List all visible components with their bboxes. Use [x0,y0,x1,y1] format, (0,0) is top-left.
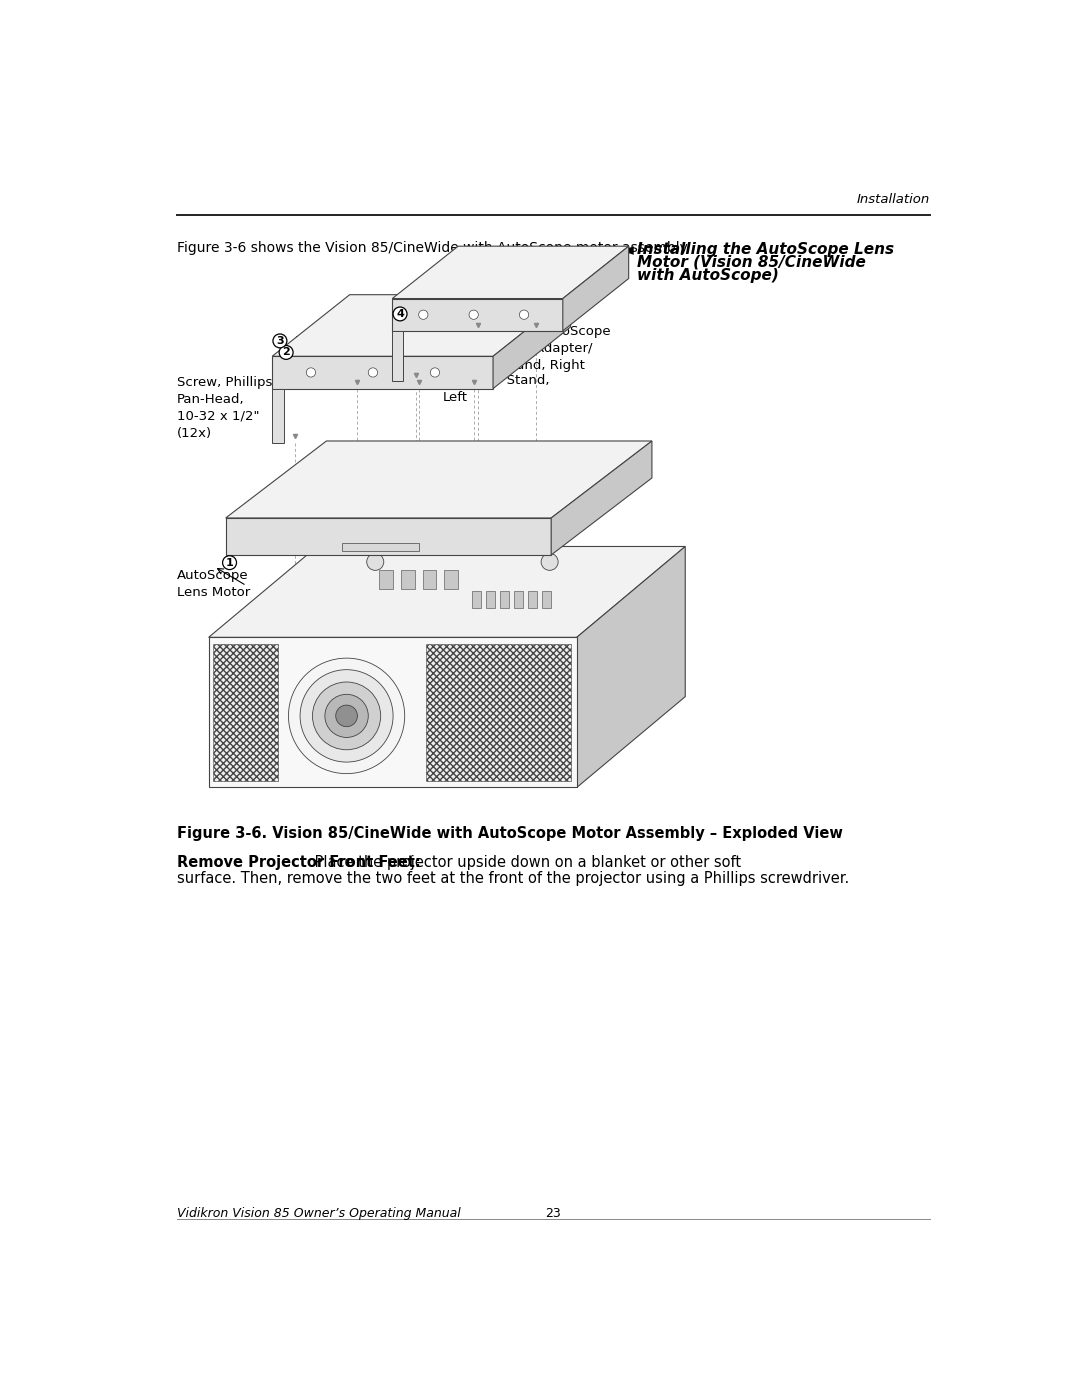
Polygon shape [551,441,652,555]
Circle shape [273,334,287,348]
Circle shape [368,367,378,377]
Text: with AutoScope): with AutoScope) [637,268,779,282]
Polygon shape [272,356,494,388]
Polygon shape [226,518,551,555]
Text: 2: 2 [282,348,291,358]
Circle shape [325,694,368,738]
Text: Installation: Installation [856,193,930,207]
Polygon shape [542,591,551,608]
Polygon shape [272,295,570,356]
Text: surface. Then, remove the two feet at the front of the projector using a Phillip: surface. Then, remove the two feet at th… [177,870,849,886]
Circle shape [430,367,440,377]
Circle shape [222,556,237,570]
Text: Remove Projector Front Feet:: Remove Projector Front Feet: [177,855,420,870]
Circle shape [279,345,293,359]
Circle shape [288,658,405,774]
Text: CineWide with AutoScope
Ceiling Mount Adapter/
Projector Stand, Right: CineWide with AutoScope Ceiling Mount Ad… [438,326,610,373]
Polygon shape [444,570,458,588]
Polygon shape [500,591,510,608]
Text: Installing the AutoScope Lens: Installing the AutoScope Lens [637,242,894,257]
Polygon shape [528,591,537,608]
Text: Figure 3-6 shows the Vision 85/CineWide with AutoScope motor assembly.: Figure 3-6 shows the Vision 85/CineWide … [177,240,690,254]
Text: 3: 3 [276,335,284,346]
Circle shape [336,705,357,726]
Polygon shape [392,331,403,381]
Circle shape [393,307,407,321]
Polygon shape [392,246,629,299]
Polygon shape [226,441,652,518]
Polygon shape [494,295,570,388]
Polygon shape [514,591,524,608]
Text: Figure 3-6. Vision 85/CineWide with AutoScope Motor Assembly – Exploded View: Figure 3-6. Vision 85/CineWide with Auto… [177,826,842,841]
Circle shape [541,553,558,570]
Polygon shape [392,299,563,331]
Polygon shape [472,591,482,608]
Text: AutoScope
Lens Motor: AutoScope Lens Motor [177,569,251,599]
Circle shape [469,310,478,320]
Text: CineWide with
AutoScope
Ceiling Mount
Adapter/
Projector Stand,
Left: CineWide with AutoScope Ceiling Mount Ad… [443,306,549,404]
Text: Place the projector upside down on a blanket or other soft: Place the projector upside down on a bla… [310,855,741,870]
Polygon shape [401,570,415,588]
Polygon shape [563,246,629,331]
Text: Screw, Phillips
Pan-Head,
10-32 x 1/2"
(12x): Screw, Phillips Pan-Head, 10-32 x 1/2" (… [177,376,272,440]
Text: 1: 1 [226,557,233,567]
Circle shape [419,310,428,320]
Text: 4: 4 [396,309,404,319]
Polygon shape [272,388,284,443]
Polygon shape [213,644,279,781]
Circle shape [367,553,383,570]
Polygon shape [422,570,436,588]
Text: 23: 23 [545,1207,562,1220]
Text: ◄: ◄ [621,242,634,260]
Polygon shape [208,546,685,637]
Text: Vidikron Vision 85 Owner’s Operating Manual: Vidikron Vision 85 Owner’s Operating Man… [177,1207,460,1220]
Polygon shape [577,546,685,788]
Polygon shape [486,591,496,608]
Text: Motor (Vision 85/CineWide: Motor (Vision 85/CineWide [637,254,866,270]
Circle shape [312,682,380,750]
Circle shape [519,310,529,320]
Polygon shape [342,543,419,550]
Circle shape [300,669,393,763]
Polygon shape [208,637,577,788]
Polygon shape [426,644,570,781]
Polygon shape [379,570,393,588]
Circle shape [307,367,315,377]
